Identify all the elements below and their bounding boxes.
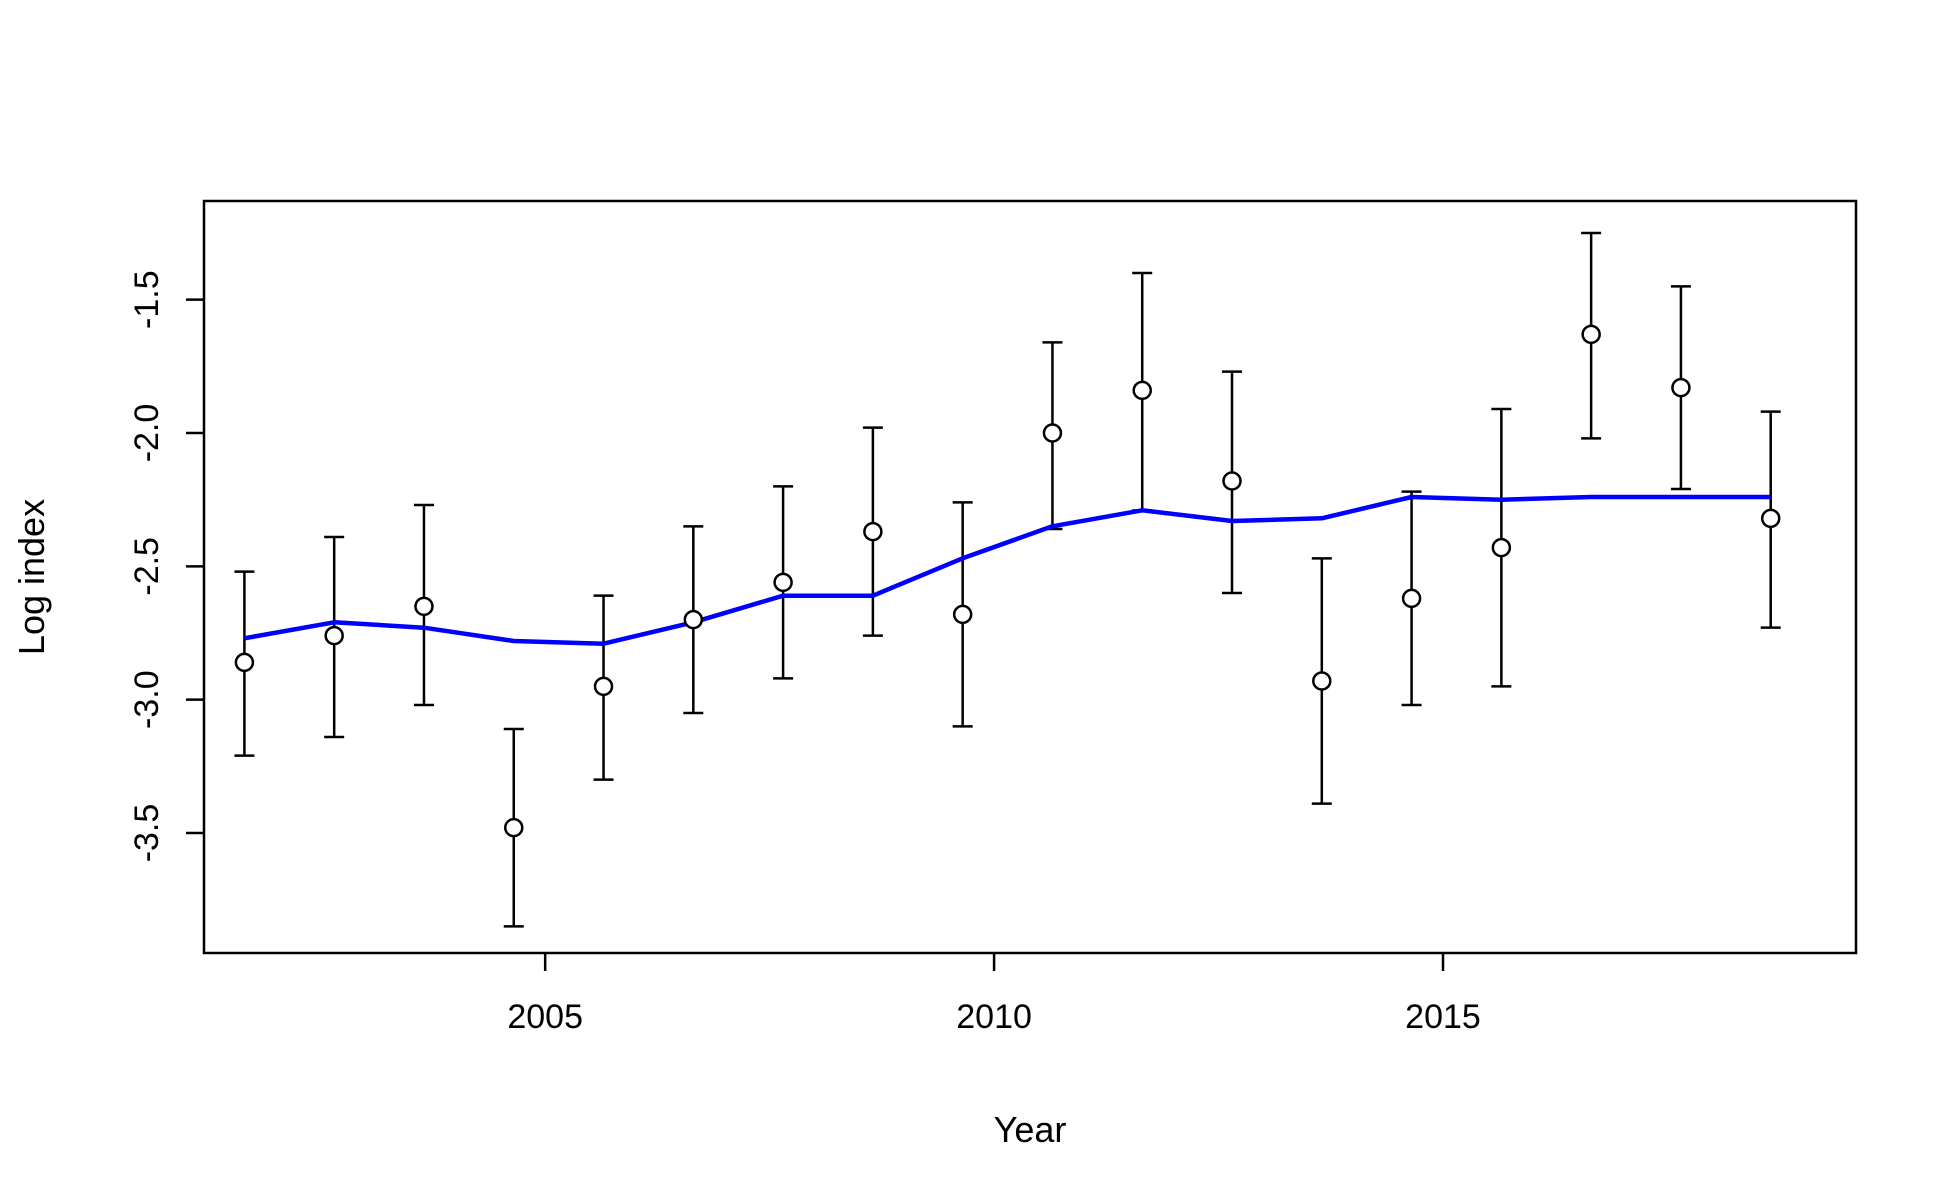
data-point — [1760, 508, 1781, 529]
y-tick-label: -2.5 — [128, 537, 166, 596]
y-tick-label: -1.5 — [128, 270, 166, 329]
y-tick-label: -2.0 — [128, 404, 166, 463]
y-tick-label: -3.0 — [128, 670, 166, 729]
data-point — [504, 817, 524, 838]
x-tick-label: 2010 — [956, 998, 1032, 1036]
data-point — [593, 676, 614, 697]
data-point — [1222, 471, 1242, 491]
x-axis-title: Year — [994, 1109, 1067, 1150]
data-point — [1491, 537, 1512, 558]
data-point — [414, 596, 434, 617]
data-point — [1671, 377, 1691, 398]
y-tick-label: -3.5 — [128, 804, 166, 863]
x-tick-label: 2015 — [1405, 998, 1481, 1036]
data-points — [234, 324, 1781, 838]
x-tick-label: 2005 — [507, 998, 583, 1036]
error-bars — [234, 231, 1781, 928]
plot-frame — [202, 199, 1858, 955]
data-point — [773, 572, 793, 593]
fitted-line-path — [244, 494, 1771, 646]
data-point — [1132, 380, 1152, 401]
y-axis-title: Log index — [11, 499, 52, 655]
data-point — [1312, 671, 1332, 691]
data-point — [324, 625, 344, 646]
x-axis: 2005 2010 2015 — [507, 953, 1481, 1036]
data-point — [1042, 423, 1063, 443]
y-axis: -3.5 -3.0 -2.5 -2.0 -1.5 — [128, 270, 204, 862]
data-point — [1401, 588, 1422, 609]
data-point — [1581, 324, 1601, 345]
data-point — [952, 604, 973, 625]
fitted-line — [244, 494, 1771, 646]
data-point — [863, 521, 883, 542]
data-point — [683, 609, 704, 630]
data-point — [234, 652, 255, 673]
